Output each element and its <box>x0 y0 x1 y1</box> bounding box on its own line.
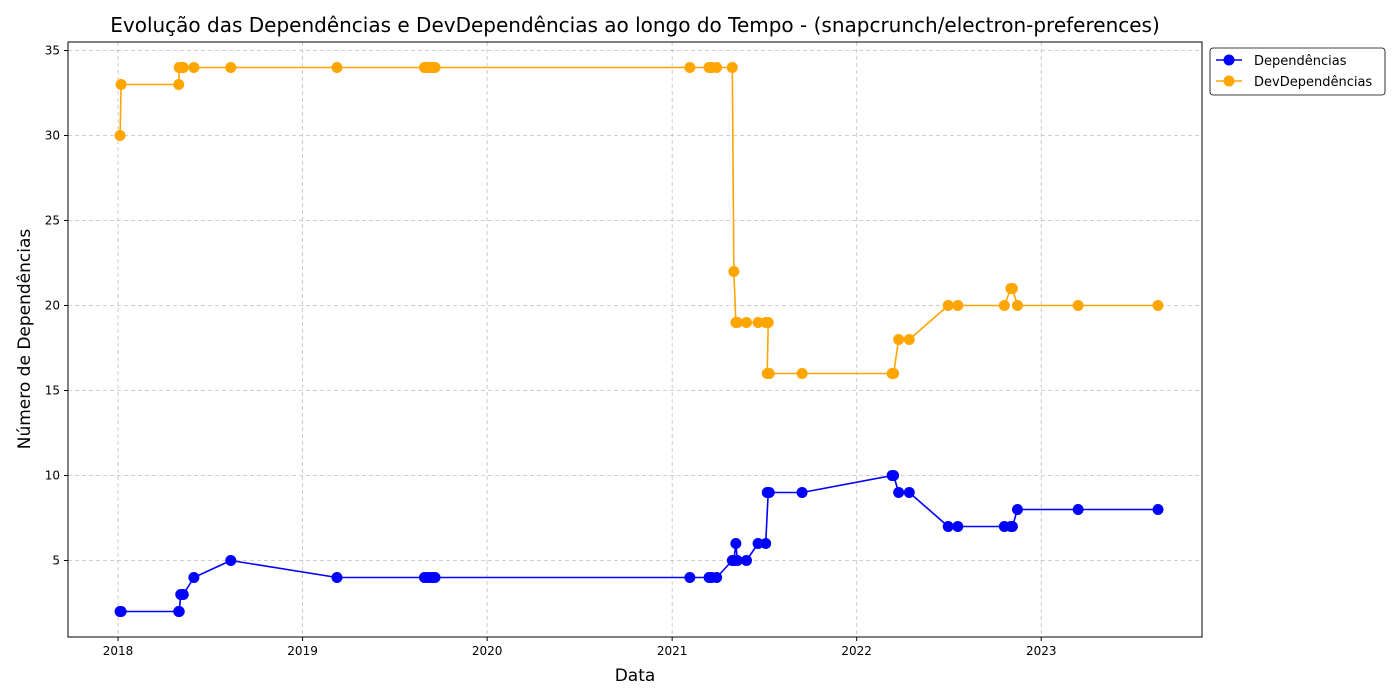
data-point <box>1152 504 1164 515</box>
y-tick-label: 30 <box>45 129 60 143</box>
data-point <box>711 62 723 73</box>
data-point <box>173 79 185 90</box>
data-point <box>225 555 237 566</box>
data-point <box>893 334 905 345</box>
legend: Dependências DevDependências <box>1209 47 1386 96</box>
data-point <box>225 62 237 73</box>
y-axis-label: Número de Dependências <box>15 229 35 450</box>
data-point <box>752 538 764 549</box>
data-point <box>173 606 185 617</box>
data-point <box>177 589 189 600</box>
legend-label: DevDependências <box>1254 75 1372 90</box>
data-point <box>429 62 441 73</box>
ticks: 2018 2019 2020 2021 2022 2023 5 10 15 20 25 30 35 <box>45 44 1057 659</box>
data-point <box>1011 504 1023 515</box>
x-tick-label: 2022 <box>841 644 872 658</box>
data-point <box>952 521 964 532</box>
series-1 <box>114 62 1164 379</box>
data-point <box>188 62 200 73</box>
x-axis-label: Data <box>615 666 656 686</box>
data-point <box>1006 283 1018 294</box>
y-tick-label: 25 <box>45 214 60 228</box>
data-point <box>331 62 343 73</box>
data-point <box>998 300 1010 311</box>
data-point <box>684 62 696 73</box>
y-tick-label: 20 <box>45 299 60 313</box>
series-0 <box>114 470 1164 617</box>
y-tick-label: 5 <box>52 554 60 568</box>
data-point <box>684 572 696 583</box>
data-point <box>763 368 775 379</box>
data-point <box>188 572 200 583</box>
data-point <box>177 62 189 73</box>
data-point <box>888 470 900 481</box>
data-point <box>331 572 343 583</box>
data-point <box>731 555 743 566</box>
x-tick-label: 2019 <box>287 644 318 658</box>
data-point <box>115 606 127 617</box>
series-layer <box>114 62 1164 617</box>
x-tick-label: 2021 <box>657 644 688 658</box>
grid <box>68 42 1202 637</box>
data-point <box>1006 521 1018 532</box>
data-point <box>888 368 900 379</box>
legend-label: Dependências <box>1254 54 1347 69</box>
y-tick-label: 15 <box>45 384 60 398</box>
legend-marker <box>1223 54 1235 66</box>
data-point <box>760 538 772 549</box>
plot-frame <box>67 41 1203 638</box>
data-point <box>1152 300 1164 311</box>
data-point <box>903 487 915 498</box>
data-point <box>115 79 127 90</box>
data-point <box>903 334 915 345</box>
data-point <box>796 487 808 498</box>
data-point <box>1011 300 1023 311</box>
x-tick-label: 2018 <box>103 644 134 658</box>
data-point <box>726 62 738 73</box>
x-tick-label: 2020 <box>472 644 503 658</box>
y-tick-label: 35 <box>45 44 60 58</box>
legend-box <box>1209 47 1386 96</box>
data-point <box>711 572 723 583</box>
data-point <box>762 317 774 328</box>
y-tick-label: 10 <box>45 469 60 483</box>
data-point <box>952 300 964 311</box>
data-point <box>796 368 808 379</box>
data-point <box>429 572 441 583</box>
data-point <box>728 266 740 277</box>
data-point <box>740 317 752 328</box>
legend-item: DevDependências <box>1216 75 1372 90</box>
data-point <box>752 317 764 328</box>
legend-marker <box>1223 75 1235 87</box>
data-point <box>114 130 126 141</box>
data-point <box>730 538 742 549</box>
data-point <box>731 317 743 328</box>
data-point <box>763 487 775 498</box>
data-point <box>1072 300 1084 311</box>
data-point <box>1072 504 1084 515</box>
data-point <box>942 300 954 311</box>
data-point <box>942 521 954 532</box>
data-point <box>740 555 752 566</box>
legend-item: Dependências <box>1216 54 1347 69</box>
data-point <box>893 487 905 498</box>
chart-title: Evolução das Dependências e DevDependênc… <box>110 13 1160 37</box>
x-tick-label: 2023 <box>1026 644 1057 658</box>
